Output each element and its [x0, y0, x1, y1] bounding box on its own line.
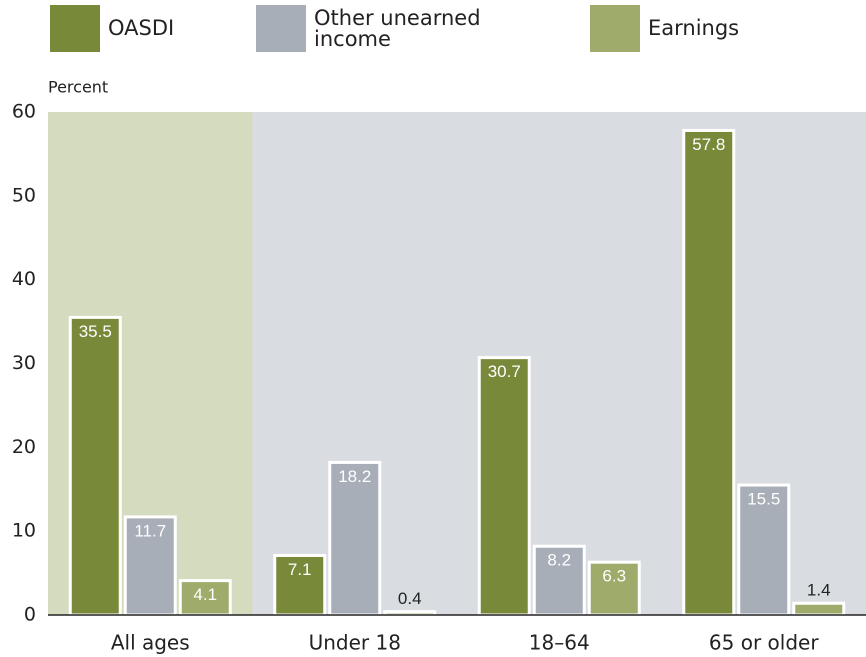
legend-swatch — [256, 5, 306, 52]
y-tick-label: 10 — [12, 520, 36, 542]
legend-swatch — [590, 5, 640, 52]
legend-label: OASDI — [108, 16, 175, 40]
value-label: 4.1 — [193, 585, 217, 604]
x-tick-label: All ages — [111, 631, 190, 655]
value-label: 35.5 — [79, 322, 112, 341]
value-label: 18.2 — [338, 467, 371, 486]
y-tick-label: 30 — [12, 352, 36, 374]
legend: OASDI Other unearned income Earnings — [0, 0, 866, 60]
y-axis-label: Percent — [48, 78, 108, 97]
bar — [68, 315, 122, 617]
value-label: 7.1 — [288, 560, 312, 579]
value-label: 8.2 — [547, 551, 571, 570]
legend-swatch — [50, 5, 100, 52]
legend-label: Other unearned income — [314, 5, 481, 51]
legend-item: OASDI — [50, 5, 174, 52]
y-tick-label: 0 — [24, 604, 36, 626]
x-tick-label: Under 18 — [309, 631, 401, 655]
y-tick-label: 50 — [12, 184, 36, 206]
y-tick-label: 40 — [12, 268, 36, 290]
legend-label: Earnings — [648, 16, 740, 40]
legend-item: Earnings — [590, 5, 739, 52]
value-label: 30.7 — [488, 362, 521, 381]
value-label: 11.7 — [134, 521, 166, 540]
bar — [682, 128, 736, 617]
value-label: 6.3 — [602, 567, 626, 586]
y-tick-label: 20 — [12, 436, 36, 458]
legend-item: Other unearned income — [256, 5, 504, 52]
bar — [273, 553, 327, 617]
bar — [123, 515, 177, 617]
x-tick-label: 65 or older — [709, 631, 819, 655]
value-label: 0.4 — [398, 589, 422, 608]
bar — [792, 601, 846, 617]
bar — [477, 356, 531, 617]
x-tick-label: 18–64 — [529, 631, 590, 655]
value-label: 57.8 — [692, 135, 725, 154]
bar — [587, 560, 641, 617]
value-label: 15.5 — [747, 490, 780, 509]
value-label: 1.4 — [807, 581, 831, 600]
y-tick-label: 60 — [12, 101, 36, 123]
